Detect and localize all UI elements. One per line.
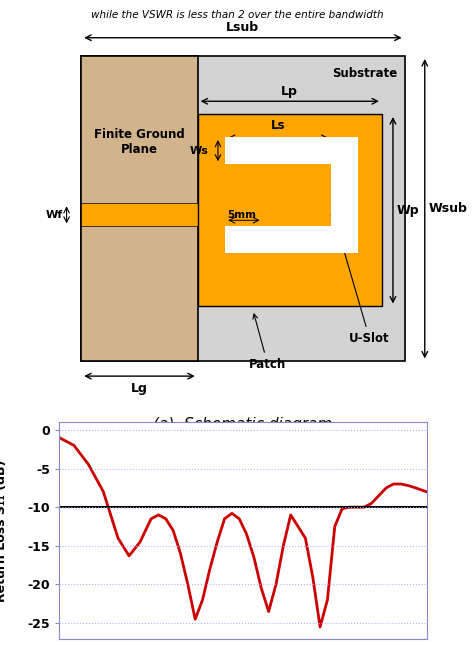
- Bar: [82, 56, 198, 361]
- Text: Finite Ground
Plane: Finite Ground Plane: [94, 128, 185, 155]
- Text: Wp: Wp: [397, 204, 419, 217]
- Text: 5mm: 5mm: [264, 237, 293, 247]
- Y-axis label: Return Loss S₁₁ (dB): Return Loss S₁₁ (dB): [0, 459, 8, 602]
- Text: Ls: Ls: [271, 119, 285, 132]
- Text: Lp: Lp: [282, 84, 298, 97]
- Text: Wsub: Wsub: [428, 203, 467, 215]
- Text: while the VSWR is less than 2 over the entire bandwidth: while the VSWR is less than 2 over the e…: [91, 10, 383, 20]
- Text: Patch: Patch: [249, 314, 286, 371]
- Text: Wf: Wf: [46, 210, 63, 220]
- Text: (a)  Schematic diagram: (a) Schematic diagram: [153, 417, 333, 432]
- Bar: [225, 137, 358, 164]
- Bar: [198, 114, 382, 306]
- Text: Ws: Ws: [190, 146, 209, 155]
- Text: U-Slot: U-Slot: [331, 210, 390, 345]
- Text: Lsub: Lsub: [227, 21, 259, 34]
- Text: 5mm: 5mm: [227, 210, 256, 221]
- Bar: [331, 137, 358, 253]
- Bar: [82, 203, 206, 226]
- Bar: [225, 226, 358, 253]
- Text: Lg: Lg: [131, 382, 148, 395]
- Bar: [82, 56, 404, 361]
- Text: Substrate: Substrate: [332, 67, 397, 80]
